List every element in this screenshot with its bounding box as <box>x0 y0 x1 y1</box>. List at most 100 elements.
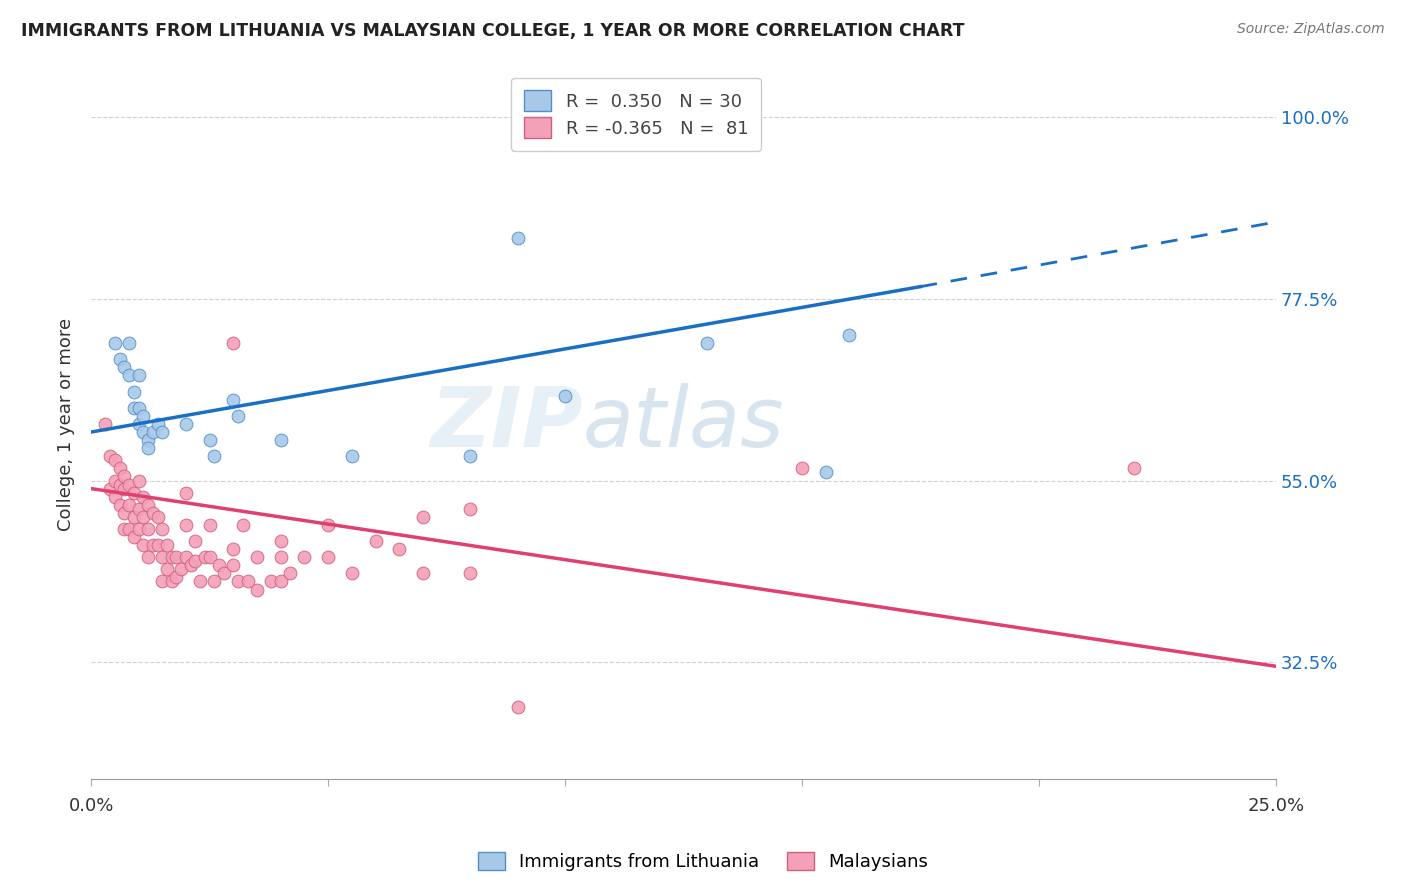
Point <box>104 453 127 467</box>
Point <box>104 336 127 351</box>
Point <box>136 441 159 455</box>
Point <box>232 517 254 532</box>
Point <box>458 501 481 516</box>
Point <box>180 558 202 573</box>
Point <box>128 368 150 383</box>
Point <box>150 425 173 439</box>
Y-axis label: College, 1 year or more: College, 1 year or more <box>58 318 75 531</box>
Point <box>412 509 434 524</box>
Point <box>112 469 135 483</box>
Point <box>170 562 193 576</box>
Point <box>122 485 145 500</box>
Point <box>270 433 292 447</box>
Legend: R =  0.350   N = 30, R = -0.365   N =  81: R = 0.350 N = 30, R = -0.365 N = 81 <box>512 78 761 151</box>
Point <box>166 570 188 584</box>
Point <box>174 485 197 500</box>
Point <box>108 498 131 512</box>
Text: 0.0%: 0.0% <box>69 797 114 815</box>
Point <box>458 450 481 464</box>
Point <box>198 433 221 447</box>
Point <box>194 550 217 565</box>
Point <box>236 574 259 589</box>
Point <box>98 482 121 496</box>
Point <box>696 336 718 351</box>
Point <box>174 550 197 565</box>
Point <box>104 490 127 504</box>
Point <box>174 517 197 532</box>
Point <box>112 506 135 520</box>
Point <box>104 474 127 488</box>
Point <box>132 490 155 504</box>
Point <box>112 482 135 496</box>
Point <box>118 336 141 351</box>
Point <box>222 558 245 573</box>
Point <box>122 384 145 399</box>
Point <box>118 368 141 383</box>
Point <box>246 582 269 597</box>
Point <box>128 501 150 516</box>
Point <box>132 425 155 439</box>
Point <box>150 522 173 536</box>
Text: 25.0%: 25.0% <box>1247 797 1305 815</box>
Point <box>222 542 245 557</box>
Text: ZIP: ZIP <box>430 384 583 465</box>
Point <box>108 352 131 367</box>
Point <box>122 530 145 544</box>
Point <box>198 517 221 532</box>
Legend: Immigrants from Lithuania, Malaysians: Immigrants from Lithuania, Malaysians <box>471 845 935 879</box>
Point <box>128 417 150 431</box>
Point <box>1122 461 1144 475</box>
Point <box>554 389 576 403</box>
Point <box>94 417 117 431</box>
Point <box>278 566 301 581</box>
Point <box>226 574 249 589</box>
Point <box>316 550 339 565</box>
Point <box>208 558 231 573</box>
Point <box>270 534 292 549</box>
Point <box>458 566 481 581</box>
Point <box>142 425 165 439</box>
Point <box>118 522 141 536</box>
Point <box>184 554 207 568</box>
Point <box>118 477 141 491</box>
Point <box>364 534 387 549</box>
Point <box>294 550 316 565</box>
Point <box>188 574 211 589</box>
Point <box>160 550 183 565</box>
Text: atlas: atlas <box>583 384 785 465</box>
Point <box>156 562 179 576</box>
Point <box>118 498 141 512</box>
Point <box>132 509 155 524</box>
Point <box>128 474 150 488</box>
Point <box>184 534 207 549</box>
Point <box>146 509 169 524</box>
Text: Source: ZipAtlas.com: Source: ZipAtlas.com <box>1237 22 1385 37</box>
Point <box>202 450 225 464</box>
Point <box>226 409 249 423</box>
Text: IMMIGRANTS FROM LITHUANIA VS MALAYSIAN COLLEGE, 1 YEAR OR MORE CORRELATION CHART: IMMIGRANTS FROM LITHUANIA VS MALAYSIAN C… <box>21 22 965 40</box>
Point <box>108 477 131 491</box>
Point <box>506 231 529 245</box>
Point <box>122 509 145 524</box>
Point <box>112 522 135 536</box>
Point <box>222 336 245 351</box>
Point <box>146 538 169 552</box>
Point <box>160 574 183 589</box>
Point <box>146 417 169 431</box>
Point <box>506 699 529 714</box>
Point <box>166 550 188 565</box>
Point <box>814 466 837 480</box>
Point <box>246 550 269 565</box>
Point <box>388 542 411 557</box>
Point <box>838 328 860 343</box>
Point <box>270 574 292 589</box>
Point <box>198 550 221 565</box>
Point <box>790 461 813 475</box>
Point <box>112 360 135 375</box>
Point <box>136 550 159 565</box>
Point <box>142 506 165 520</box>
Point <box>202 574 225 589</box>
Point <box>270 550 292 565</box>
Point <box>150 574 173 589</box>
Point <box>150 550 173 565</box>
